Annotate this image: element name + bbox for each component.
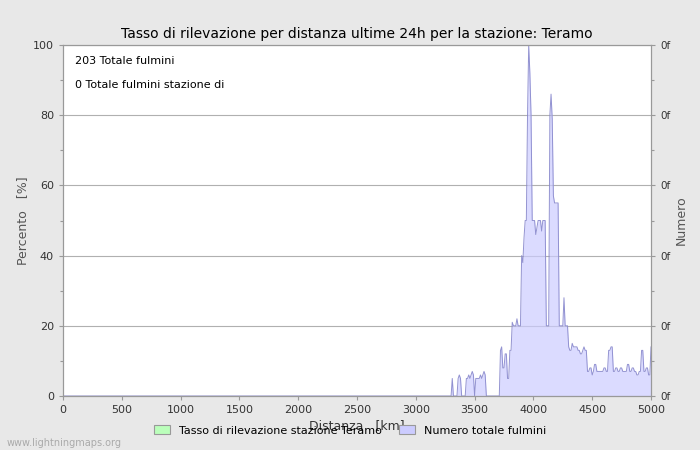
Y-axis label: Percento   [%]: Percento [%]	[16, 176, 29, 265]
Title: Tasso di rilevazione per distanza ultime 24h per la stazione: Teramo: Tasso di rilevazione per distanza ultime…	[121, 27, 593, 41]
Text: www.lightningmaps.org: www.lightningmaps.org	[7, 438, 122, 448]
Text: 203 Totale fulmini: 203 Totale fulmini	[75, 55, 174, 66]
Text: 0 Totale fulmini stazione di: 0 Totale fulmini stazione di	[75, 80, 224, 90]
X-axis label: Distanza   [km]: Distanza [km]	[309, 419, 405, 432]
Y-axis label: Numero: Numero	[674, 196, 687, 245]
Legend: Tasso di rilevazione stazione Teramo, Numero totale fulmini: Tasso di rilevazione stazione Teramo, Nu…	[149, 421, 551, 440]
